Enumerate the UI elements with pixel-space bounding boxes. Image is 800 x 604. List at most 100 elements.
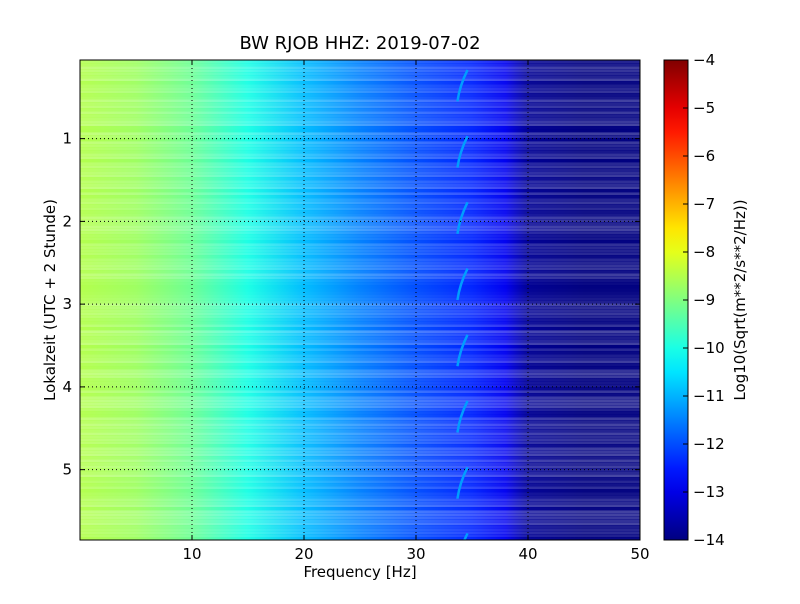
heatmap-strip <box>80 228 640 232</box>
heatmap-strip <box>80 210 640 214</box>
heatmap-strip <box>80 495 640 499</box>
heatmap-strip <box>80 96 640 100</box>
heatmap-strip <box>80 456 640 460</box>
heatmap-strip <box>80 516 640 520</box>
heatmap-strip <box>80 345 640 349</box>
heatmap-strip <box>80 276 640 280</box>
heatmap-strip <box>80 282 640 286</box>
heatmap-strip <box>80 420 640 424</box>
spectral-line-segment <box>456 69 469 102</box>
spectral-line-segment <box>456 135 469 168</box>
heatmap-strip <box>80 60 640 64</box>
heatmap-strip <box>80 534 640 538</box>
heatmap-strip <box>80 441 640 445</box>
heatmap-strip <box>80 138 640 142</box>
heatmap-strip <box>80 342 640 346</box>
heatmap-strip <box>80 300 640 304</box>
heatmap-strip <box>80 417 640 421</box>
heatmap-strip <box>80 249 640 253</box>
heatmap-strip <box>80 435 640 439</box>
heatmap-strip <box>80 396 640 400</box>
heatmap-strip <box>80 501 640 505</box>
heatmap-strip <box>80 156 640 160</box>
spectral-line-segment <box>456 400 469 433</box>
heatmap-strip <box>80 153 640 157</box>
heatmap-strip <box>80 333 640 337</box>
x-tick-label: 30 <box>406 545 425 563</box>
heatmap-strip <box>80 450 640 454</box>
heatmap-strip <box>80 261 640 265</box>
heatmap-strip <box>80 120 640 124</box>
heatmap-strip <box>80 294 640 298</box>
heatmap-strip <box>80 405 640 409</box>
heatmap-strip <box>80 483 640 487</box>
chart-title: BW RJOB HHZ: 2019-07-02 <box>239 33 480 54</box>
heatmap-strip <box>80 93 640 97</box>
heatmap-strip <box>80 141 640 145</box>
heatmap-strip <box>80 486 640 490</box>
heatmap-strip <box>80 174 640 178</box>
heatmap-strip <box>80 255 640 259</box>
heatmap-strip <box>80 537 640 540</box>
spectral-line-segment <box>456 267 469 301</box>
heatmap-strip <box>80 510 640 514</box>
heatmap-strip <box>80 195 640 199</box>
heatmap-strip <box>80 87 640 91</box>
heatmap-strip <box>80 75 640 79</box>
heatmap-strip <box>80 90 640 94</box>
y-tick-label: 4 <box>62 378 72 396</box>
heatmap-strip <box>80 453 640 457</box>
heatmap-strip <box>80 507 640 511</box>
y-tick-label: 5 <box>62 461 72 479</box>
heatmap-strip <box>80 243 640 247</box>
heatmap-strip <box>80 330 640 334</box>
y-tick-label: 1 <box>62 130 72 148</box>
heatmap-strip <box>80 192 640 196</box>
heatmap-strip <box>80 390 640 394</box>
heatmap-strip <box>80 339 640 343</box>
heatmap-strip <box>80 150 640 154</box>
heatmap-strip <box>80 525 640 529</box>
heatmap-strip <box>80 360 640 364</box>
colorbar-tick-label: −8 <box>693 243 715 261</box>
heatmap-strip <box>80 216 640 220</box>
heatmap-strip <box>80 171 640 175</box>
heatmap-strip <box>80 165 640 169</box>
heatmap-strip <box>80 285 640 289</box>
heatmap-strip <box>80 423 640 427</box>
heatmap-strip <box>80 183 640 187</box>
heatmap-strip <box>80 462 640 466</box>
x-tick-label: 20 <box>294 545 313 563</box>
heatmap-strip <box>80 498 640 502</box>
heatmap-strip <box>80 480 640 484</box>
colorbar-tick-label: −13 <box>693 483 725 501</box>
heatmap-strip <box>80 234 640 238</box>
y-tick-label: 3 <box>62 295 72 313</box>
heatmap-strip <box>80 213 640 217</box>
colorbar-label: Log10(Sqrt(m**2/s**2/Hz)) <box>731 199 749 400</box>
heatmap-strip <box>80 279 640 283</box>
heatmap-strip <box>80 522 640 526</box>
heatmap-strip <box>80 177 640 181</box>
heatmap-strip <box>80 459 640 463</box>
colorbar-tick-label: −7 <box>693 195 715 213</box>
heatmap-strip <box>80 393 640 397</box>
heatmap-strip <box>80 309 640 313</box>
heatmap-strip <box>80 258 640 262</box>
heatmap-strip <box>80 372 640 376</box>
heatmap-strip <box>80 504 640 508</box>
heatmap-strip <box>80 477 640 481</box>
heatmap-strip <box>80 63 640 67</box>
heatmap-strip <box>80 327 640 331</box>
heatmap-strip <box>80 135 640 139</box>
heatmap-strip <box>80 114 640 118</box>
heatmap-strip <box>80 366 640 370</box>
heatmap-strip <box>80 381 640 385</box>
heatmap-strip <box>80 306 640 310</box>
heatmap-strip <box>80 72 640 76</box>
colorbar-tick-label: −5 <box>693 99 715 117</box>
heatmap-strip <box>80 201 640 205</box>
heatmap-strip <box>80 408 640 412</box>
plot-area <box>80 60 640 540</box>
heatmap-strip <box>80 324 640 328</box>
